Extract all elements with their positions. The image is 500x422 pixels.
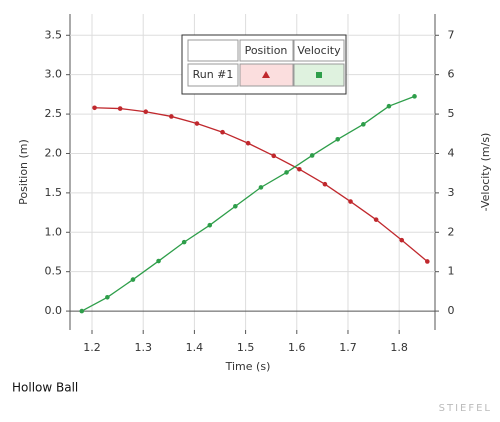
data-point <box>412 94 417 99</box>
data-point <box>322 181 328 187</box>
legend-label: Velocity <box>297 44 341 57</box>
series-line <box>81 95 415 312</box>
data-point <box>92 105 97 111</box>
legend-cell <box>239 39 294 62</box>
y2-tick-label: 1 <box>448 265 455 278</box>
y-tick-label: 1.5 <box>45 186 63 199</box>
y2-tick-label: 0 <box>448 304 455 317</box>
data-point <box>386 103 392 109</box>
y2-tick-label: 7 <box>448 28 455 41</box>
data-point <box>399 237 405 243</box>
data-point <box>117 106 123 111</box>
legend-label: Position <box>245 44 288 57</box>
data-point <box>335 136 341 142</box>
y-tick-label: 3.0 <box>45 68 63 81</box>
data-point <box>271 153 277 159</box>
legend-marker <box>316 72 322 78</box>
data-point <box>130 277 136 282</box>
y-tick-label: 0.5 <box>45 265 63 278</box>
legend: Position Velocity Run #1 <box>181 34 347 95</box>
data-point <box>207 222 213 228</box>
y-tick-label: 3.5 <box>45 28 63 41</box>
y2-axis-title: -Velocity (m/s) <box>479 133 492 212</box>
y-tick-label: 2.0 <box>45 146 63 159</box>
y-tick-label: 1.0 <box>45 225 63 238</box>
x-tick-label: 1.3 <box>134 341 152 354</box>
y-tick-label: 0.0 <box>45 304 63 317</box>
data-point <box>220 129 225 135</box>
y2-tick-label: 3 <box>448 186 455 199</box>
data-point <box>79 308 85 314</box>
legend-run: Run #1 <box>193 68 234 81</box>
data-point <box>194 121 200 126</box>
x-tick-label: 1.5 <box>237 341 255 354</box>
watermark: STIEFEL <box>439 403 492 414</box>
data-point <box>258 185 264 190</box>
y-tick-label: 2.5 <box>45 107 63 120</box>
data-point <box>348 199 353 204</box>
caption: Hollow Ball <box>12 381 78 395</box>
series-line <box>94 107 428 262</box>
data-point <box>361 122 366 127</box>
legend-cell <box>293 39 345 62</box>
y2-tick-label: 2 <box>448 225 455 238</box>
x-tick-label: 1.2 <box>83 341 101 354</box>
legend-cell <box>187 63 239 87</box>
legend-marker <box>262 71 270 78</box>
y-axis-title: Position (m) <box>17 139 30 205</box>
x-tick-label: 1.4 <box>186 341 204 354</box>
data-point <box>425 259 430 264</box>
data-point <box>284 170 289 175</box>
x-tick-label: 1.7 <box>339 341 357 354</box>
data-point <box>233 203 238 209</box>
data-point <box>169 114 174 119</box>
data-point <box>156 258 161 264</box>
x-tick-label: 1.8 <box>390 341 408 354</box>
x-axis-title: Time (s) <box>225 360 271 373</box>
data-point <box>373 217 379 222</box>
data-point <box>245 140 251 146</box>
y2-tick-label: 4 <box>448 146 455 159</box>
data-point <box>297 166 302 172</box>
data-point <box>309 153 315 158</box>
data-point <box>143 109 149 115</box>
data-point <box>181 239 187 245</box>
y2-tick-label: 5 <box>448 107 455 120</box>
x-tick-label: 1.6 <box>288 341 306 354</box>
data-point <box>105 294 110 300</box>
y2-tick-label: 6 <box>448 68 455 81</box>
legend-cell <box>187 39 239 62</box>
